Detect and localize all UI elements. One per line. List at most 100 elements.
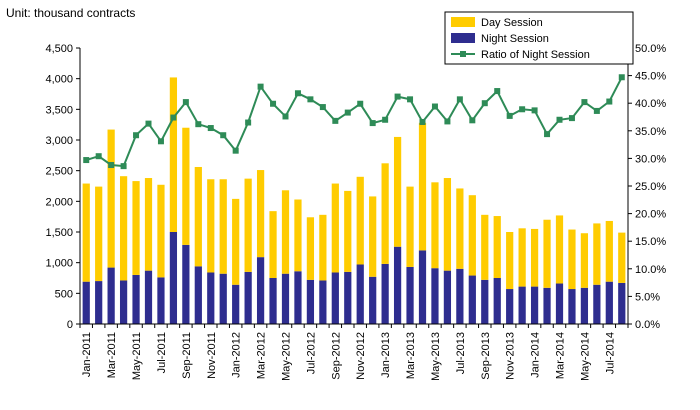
bar-night-Nov-2012 xyxy=(356,264,364,324)
ratio-point-Mar-2014 xyxy=(556,116,563,123)
x-tick-label: Mar-2011 xyxy=(106,332,118,378)
bar-night-Apr-2011 xyxy=(119,280,128,324)
bar-day-Jan-2014 xyxy=(530,228,539,287)
bar-night-Apr-2012 xyxy=(269,278,277,324)
ratio-point-Apr-2013 xyxy=(419,118,426,125)
bar-night-Jun-2014 xyxy=(593,284,601,324)
bar-day-Nov-2012 xyxy=(356,176,364,265)
bar-night-Dec-2012 xyxy=(369,276,377,324)
ratio-point-Feb-2012 xyxy=(245,119,252,126)
bar-day-Feb-2013 xyxy=(393,136,402,247)
legend-box xyxy=(444,11,634,65)
bar-day-Jan-2011 xyxy=(82,183,90,282)
bar-night-Jan-2014 xyxy=(530,286,539,324)
bar-day-Mar-2011 xyxy=(107,129,115,268)
y-right-tick-label: 20.0% xyxy=(635,209,666,221)
bar-day-Oct-2011 xyxy=(194,166,202,267)
bar-day-Dec-2013 xyxy=(518,228,526,287)
bar-night-Dec-2013 xyxy=(518,286,526,324)
bar-night-Jul-2011 xyxy=(157,277,165,324)
ratio-point-Feb-2014 xyxy=(544,131,551,138)
bar-night-Mar-2013 xyxy=(406,266,414,324)
x-tick-label: May-2011 xyxy=(131,332,143,380)
x-tick-label: Sep-2012 xyxy=(330,332,342,380)
ratio-point-Jul-2011 xyxy=(157,138,164,145)
bar-day-Mar-2014 xyxy=(555,215,564,284)
bar-night-May-2011 xyxy=(132,274,140,324)
bar-day-Jan-2013 xyxy=(381,163,389,264)
y-left-tick-label: 3,000 xyxy=(45,135,73,147)
bar-night-Feb-2014 xyxy=(543,287,551,324)
bar-day-Jun-2012 xyxy=(294,199,302,272)
bar-night-Mar-2012 xyxy=(256,257,265,324)
legend-label: Night Session xyxy=(481,33,549,45)
bar-day-Oct-2012 xyxy=(344,190,352,272)
bar-day-Sep-2011 xyxy=(182,127,190,245)
bar-day-Oct-2013 xyxy=(493,216,501,278)
ratio-point-Dec-2012 xyxy=(369,120,376,127)
ratio-point-Jan-2013 xyxy=(382,116,389,123)
y-right-tick-label: 40.0% xyxy=(635,98,666,110)
y-left-tick-label: 0 xyxy=(67,319,73,331)
x-tick-label: Jul-2014 xyxy=(604,332,616,374)
y-right-tick-label: 25.0% xyxy=(635,181,666,193)
ratio-point-Oct-2011 xyxy=(195,121,202,128)
bar-night-Sep-2013 xyxy=(481,279,489,324)
bar-night-Aug-2013 xyxy=(468,275,476,324)
y-right-tick-label: 15.0% xyxy=(635,236,666,248)
ratio-point-May-2014 xyxy=(581,99,588,106)
ratio-point-May-2013 xyxy=(431,103,438,110)
bar-day-Feb-2011 xyxy=(95,186,103,282)
y-left-tick-label: 4,000 xyxy=(45,74,73,86)
legend-swatch xyxy=(451,33,475,43)
ratio-point-Aug-2011 xyxy=(170,114,177,121)
bar-night-Feb-2013 xyxy=(393,246,402,324)
bar-night-Jun-2012 xyxy=(294,271,302,324)
ratio-point-Sep-2012 xyxy=(332,117,339,124)
bar-day-Mar-2013 xyxy=(406,186,414,267)
ratio-point-Oct-2013 xyxy=(494,88,501,95)
bar-day-Jul-2011 xyxy=(157,184,165,278)
bar-night-Mar-2014 xyxy=(555,283,564,324)
bar-day-Jul-2012 xyxy=(306,217,315,280)
ratio-point-Jun-2014 xyxy=(593,107,600,114)
ratio-point-Apr-2012 xyxy=(270,100,277,107)
bar-night-Nov-2013 xyxy=(506,289,514,324)
x-tick-label: Jan-2014 xyxy=(530,332,542,378)
ratio-point-Nov-2012 xyxy=(357,100,364,107)
ratio-point-Mar-2013 xyxy=(407,96,414,103)
bar-day-Feb-2014 xyxy=(543,219,551,288)
x-tick-label: Nov-2011 xyxy=(206,332,218,379)
ratio-point-Mar-2012 xyxy=(257,83,264,90)
x-tick-label: Mar-2013 xyxy=(405,332,417,379)
ratio-point-Oct-2012 xyxy=(344,109,351,116)
bar-day-Mar-2012 xyxy=(256,170,265,258)
y-left-tick-label: 2,500 xyxy=(45,166,73,178)
legend-swatch xyxy=(451,17,475,27)
y-right-tick-label: 50.0% xyxy=(635,43,666,55)
bar-night-Feb-2012 xyxy=(244,271,252,324)
y-right-tick-label: 5.0% xyxy=(635,291,660,303)
bar-day-Dec-2012 xyxy=(369,196,377,277)
ratio-point-Aug-2013 xyxy=(469,117,476,124)
ratio-point-Nov-2011 xyxy=(207,125,214,132)
ratio-point-Aug-2012 xyxy=(319,104,326,111)
bar-night-Sep-2011 xyxy=(182,244,190,324)
ratio-point-Dec-2011 xyxy=(220,132,227,139)
bar-night-Jun-2013 xyxy=(443,270,452,324)
x-tick-label: May-2012 xyxy=(281,332,293,381)
x-tick-label: Jan-2013 xyxy=(380,332,392,378)
bar-day-Apr-2013 xyxy=(418,122,427,251)
bar-day-Sep-2013 xyxy=(481,214,489,280)
ratio-point-Mar-2011 xyxy=(108,162,115,169)
bar-night-Jan-2012 xyxy=(232,284,240,324)
ratio-line xyxy=(85,76,623,168)
x-tick-label: Nov-2012 xyxy=(355,332,367,380)
ratio-point-Apr-2014 xyxy=(568,115,575,122)
bar-day-Jul-2013 xyxy=(456,188,464,269)
ratio-point-Jun-2013 xyxy=(444,118,451,125)
ratio-point-Jan-2014 xyxy=(531,107,538,114)
bar-night-May-2012 xyxy=(281,273,290,324)
bar-night-May-2014 xyxy=(580,287,589,324)
bar-night-Oct-2011 xyxy=(194,266,202,324)
